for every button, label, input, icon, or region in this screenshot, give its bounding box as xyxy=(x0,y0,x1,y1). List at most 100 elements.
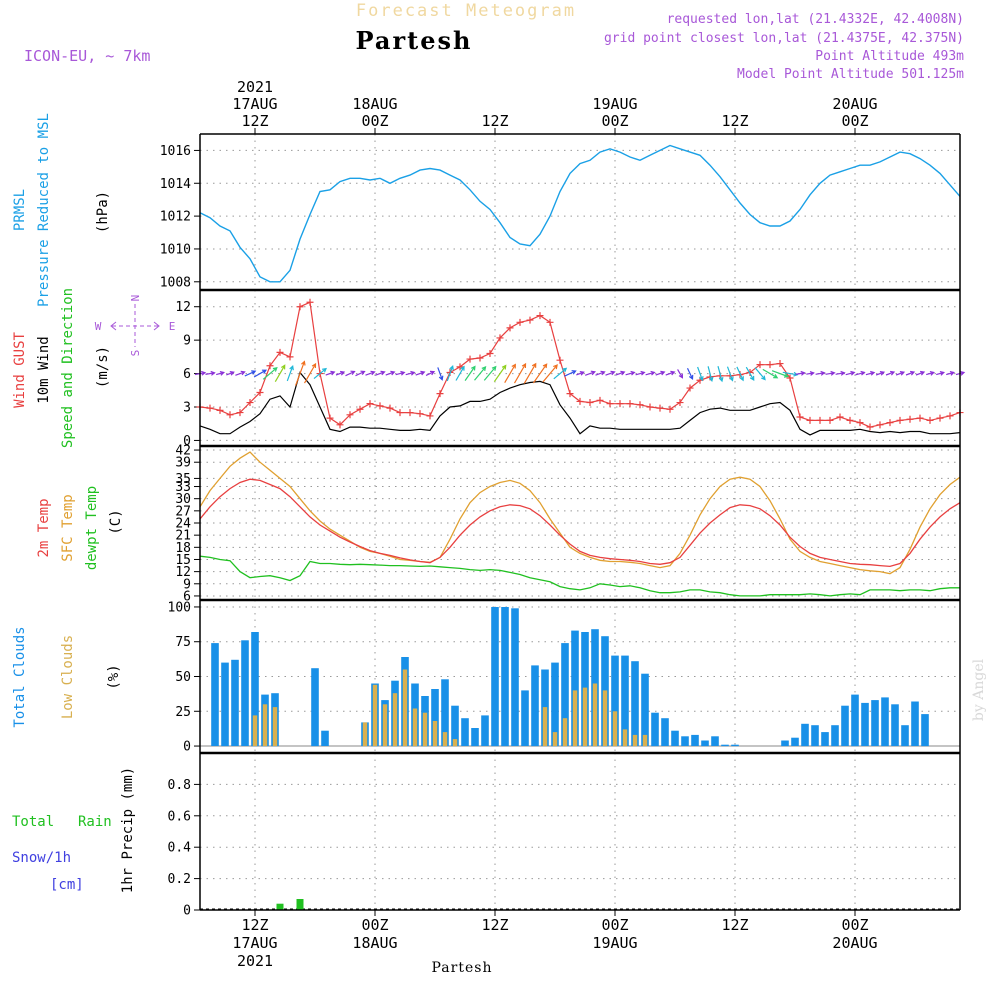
panel-frames xyxy=(199,133,961,911)
wind-direction-arrow xyxy=(754,367,766,381)
wind-direction-arrow xyxy=(745,366,755,381)
total-cloud-bar xyxy=(221,662,229,747)
y-tick-label: 0.6 xyxy=(168,809,191,824)
low-cloud-bar xyxy=(442,732,448,746)
wind-direction-arrow xyxy=(205,370,216,376)
wind-direction-arrow xyxy=(717,366,724,383)
wind-direction-arrow xyxy=(385,370,396,376)
top-tick-year: 2021 xyxy=(237,78,273,96)
gust-marker xyxy=(416,410,424,418)
wind-direction-arrow xyxy=(806,371,815,376)
wind-direction-arrow xyxy=(595,370,606,376)
wind-direction-arrow xyxy=(415,370,426,376)
gust-marker xyxy=(586,399,594,407)
low-cloud-bar xyxy=(622,729,628,747)
top-tick-date: 18AUG xyxy=(352,95,397,113)
gust-marker xyxy=(576,397,584,405)
y-tick-label: 0.2 xyxy=(168,872,191,887)
model-label: ICON-EU, ~ 7km xyxy=(24,47,150,65)
rain-bar xyxy=(276,903,284,910)
total-cloud-bar xyxy=(801,723,809,747)
total-cloud-bar xyxy=(661,718,669,746)
wind-direction-arrow xyxy=(244,370,257,377)
tsfc-label: SFC Temp xyxy=(60,494,76,561)
t2m-label: 2m Temp xyxy=(36,498,52,557)
total-cloud-bar xyxy=(551,662,559,747)
gust-marker xyxy=(626,400,634,408)
gust-marker xyxy=(236,409,244,417)
low-cloud-bar xyxy=(552,732,558,746)
low-cloud-bar xyxy=(272,707,278,746)
total-cloud-bar xyxy=(791,737,799,746)
total-cloud-bar xyxy=(511,608,519,746)
total-cloud-bar xyxy=(841,705,849,746)
wind-labels: Wind GUST 10m Wind Speed and Direction (… xyxy=(12,288,175,448)
total-cloud-bar xyxy=(211,643,219,746)
pressure-line xyxy=(199,144,961,283)
gust-marker xyxy=(386,404,394,412)
wind-direction-arrow xyxy=(553,367,568,380)
low-cloud-bar xyxy=(262,704,268,746)
wind-direction-arrow xyxy=(605,370,616,376)
y-tick-label: 25 xyxy=(175,705,191,720)
wind-direction-arrow xyxy=(845,370,856,376)
total-cloud-bar xyxy=(861,702,869,746)
y-tick-label: 27 xyxy=(175,504,191,519)
y-tick-label: 24 xyxy=(175,517,191,532)
wind10m-label: 10m Wind xyxy=(36,336,52,403)
gust-marker xyxy=(326,414,334,422)
gust-marker xyxy=(566,390,574,398)
precip-panel: 0 0.2 0.4 0.6 0.8 xyxy=(168,753,960,919)
y-tick-label: 30 xyxy=(175,492,191,507)
wind-direction-arrow xyxy=(262,366,278,380)
y-tick-label: 100 xyxy=(168,600,191,615)
gust-marker xyxy=(296,303,304,311)
gust-marker xyxy=(356,405,364,413)
grid-coords: grid point closest lon,lat (21.4375E, 42… xyxy=(604,31,964,46)
snow-unit-label: [cm] xyxy=(50,877,84,893)
gust-marker xyxy=(916,414,924,422)
location-title: Partesh xyxy=(356,26,473,55)
total-cloud-bar xyxy=(461,718,469,746)
wind-direction-arrow xyxy=(504,363,516,384)
gust-marker xyxy=(906,415,914,423)
gust-marker xyxy=(266,362,274,370)
y-tick-label: 6 xyxy=(183,367,191,382)
t2m-line xyxy=(199,478,961,568)
wind-direction-arrow xyxy=(771,370,790,378)
pressure-unit-label: (hPa) xyxy=(95,191,111,233)
gust-marker xyxy=(226,411,234,419)
gust-marker xyxy=(616,400,624,408)
low-cloud-bar xyxy=(572,690,578,746)
pressure-panel: 1008 1010 1012 1014 1016 xyxy=(160,134,961,290)
gust-marker xyxy=(806,416,814,424)
y-tick-label: 0.8 xyxy=(168,778,191,793)
total-cloud-bar xyxy=(701,740,709,747)
wind-direction-arrow xyxy=(523,362,537,384)
gust-marker xyxy=(836,413,844,421)
low-cloud-bar xyxy=(562,718,568,746)
model-altitude: Model Point Altitude 501.125m xyxy=(737,67,964,82)
wind-direction-arrow xyxy=(576,371,585,376)
y-tick-label: 1012 xyxy=(160,210,191,225)
y-tick-label: 9 xyxy=(183,334,191,349)
wind-direction-arrow xyxy=(542,364,558,383)
bottom-tick-date: 18AUG xyxy=(352,934,397,952)
y-tick-label: 0 xyxy=(183,434,191,449)
wind-panel: 0 3 6 9 12 xyxy=(175,290,966,449)
low-cloud-bar xyxy=(392,693,398,747)
y-tick-label: 1010 xyxy=(160,242,191,257)
compass-rose: N S W E xyxy=(95,295,176,357)
rain-bar xyxy=(296,899,304,910)
total-cloud-bar xyxy=(561,643,569,746)
low-cloud-bar xyxy=(452,739,458,747)
gust-marker xyxy=(646,403,654,411)
gust-marker xyxy=(206,404,214,412)
wind-direction-arrow xyxy=(915,370,926,376)
wind-direction-arrow xyxy=(615,370,626,376)
low-cloud-bar xyxy=(592,683,598,747)
compass-n: N xyxy=(129,295,142,302)
low-cloud-bar xyxy=(632,734,638,746)
wind-direction-arrow xyxy=(483,365,497,381)
